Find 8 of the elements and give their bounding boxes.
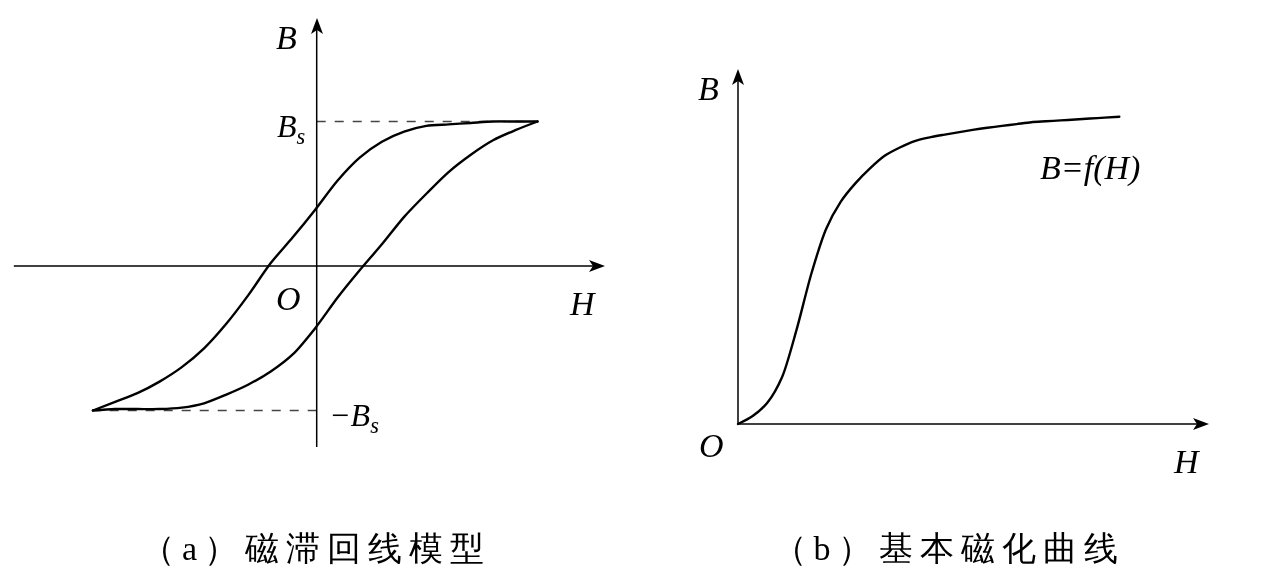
text: （b）基本磁化曲线: [772, 529, 1125, 567]
text: （a）磁滞回线模型: [140, 529, 492, 567]
y-axis-title: B: [276, 19, 297, 56]
y-axis-title: B: [698, 70, 719, 107]
text: O: [699, 427, 724, 464]
series-label: B=f(H): [1040, 149, 1141, 187]
x-axis-title: H: [1173, 443, 1201, 480]
x-axis-title: H: [569, 285, 597, 322]
